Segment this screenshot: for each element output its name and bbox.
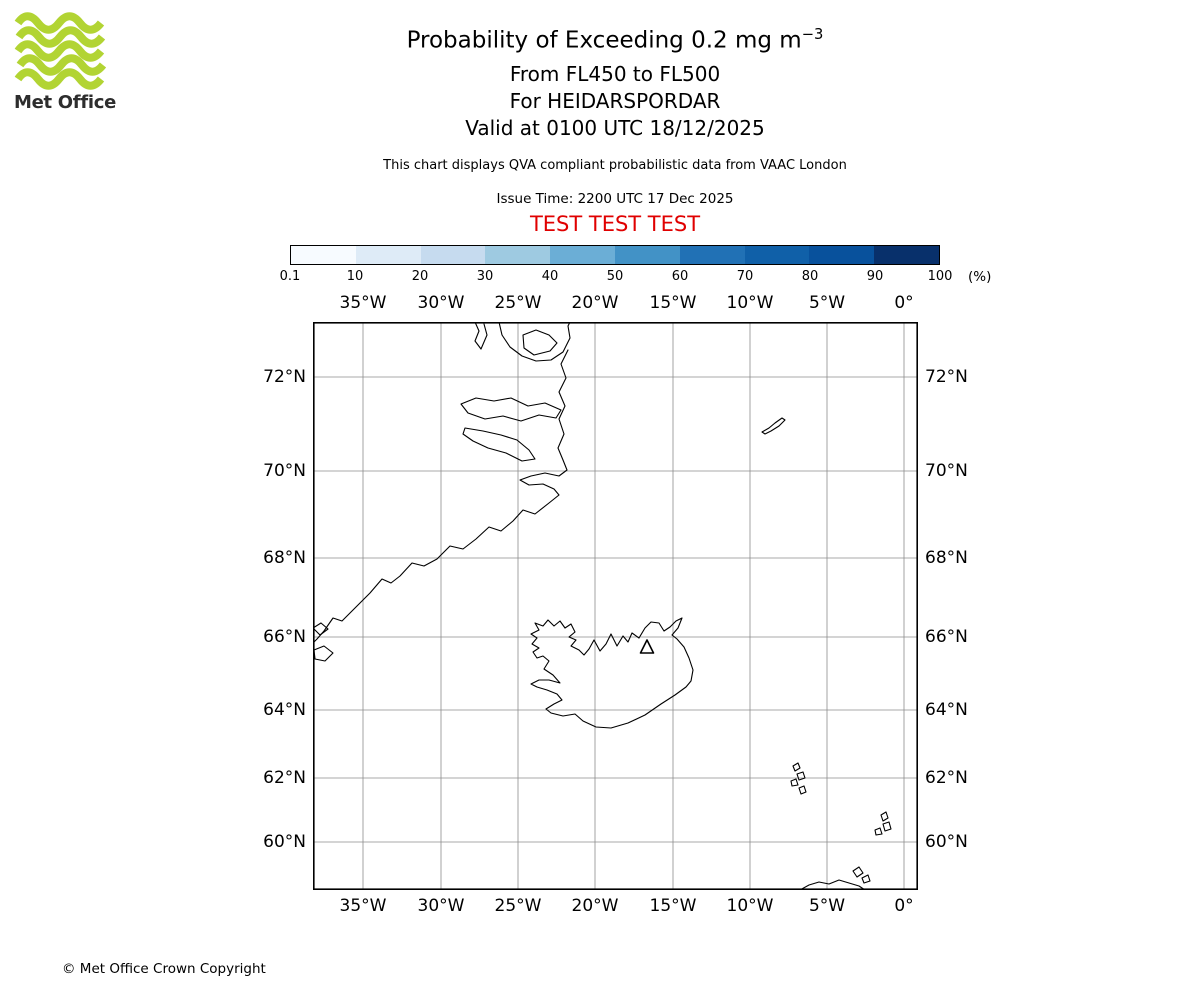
colorbar-segment <box>679 246 745 264</box>
lon-label-bottom: 30°W <box>417 896 465 916</box>
colorbar-unit-label: (%) <box>968 269 992 285</box>
lat-label-left: 64°N <box>263 700 306 720</box>
lat-label-right: 72°N <box>925 367 968 387</box>
colorbar-tick-label: 70 <box>736 269 754 284</box>
subtitle-flight-levels: From FL450 to FL500 <box>509 62 721 86</box>
copyright-text: © Met Office Crown Copyright <box>62 961 266 977</box>
map-border <box>313 322 919 891</box>
issue-time-text: Issue Time: 2200 UTC 17 Dec 2025 <box>496 191 734 207</box>
colorbar-segment <box>420 246 486 264</box>
lat-label-left: 60°N <box>263 832 306 852</box>
colorbar-segments <box>291 246 939 264</box>
volcano-marker <box>639 639 655 654</box>
map-panel <box>312 321 919 891</box>
chart-title: Probability of Exceeding 0.2 mg m−3 <box>30 26 1200 54</box>
title-exponent: −3 <box>801 26 824 43</box>
colorbar-tick-label: 60 <box>671 269 689 284</box>
colorbar-ticklabels: 0.1 10 20 30 40 50 60 70 80 90 100 <box>280 269 953 285</box>
lat-label-left: 72°N <box>263 367 306 387</box>
lon-label-bottom: 0° <box>894 896 914 916</box>
lon-label-bottom: 5°W <box>808 896 846 916</box>
lat-label-left: 68°N <box>263 548 306 568</box>
map-gridlines <box>313 322 918 890</box>
colorbar-tick-label: 100 <box>927 269 953 284</box>
faroe-islands <box>790 762 807 795</box>
lat-label-right: 60°N <box>925 832 968 852</box>
lat-label-right: 68°N <box>925 548 968 568</box>
lat-label-right: 62°N <box>925 768 968 788</box>
lon-label-top: 30°W <box>417 293 465 313</box>
qva-compliance-note: This chart displays QVA compliant probab… <box>383 158 847 173</box>
shetland-orkney-islands <box>852 811 892 884</box>
lon-label-bottom: 10°W <box>726 896 774 916</box>
map-svg <box>312 321 919 891</box>
lon-label-bottom: 20°W <box>571 896 619 916</box>
greenland-fjord-islands <box>312 329 562 662</box>
colorbar-tick-label: 0.1 <box>279 269 301 284</box>
lat-label-right: 64°N <box>925 700 968 720</box>
coastlines <box>312 321 892 891</box>
colorbar-tick-label: 30 <box>476 269 494 284</box>
colorbar-segment <box>809 246 875 264</box>
colorbar-segment <box>291 246 356 264</box>
colorbar-segment <box>355 246 421 264</box>
colorbar-tick-label: 50 <box>606 269 624 284</box>
iceland-coastline <box>530 617 694 729</box>
scotland-coastline <box>799 879 866 891</box>
logo-brand-text: Met Office <box>14 92 117 113</box>
lon-label-bottom: 15°W <box>649 896 697 916</box>
colorbar-segment <box>614 246 680 264</box>
test-banner: TEST TEST TEST <box>529 212 701 236</box>
colorbar-tick-label: 90 <box>866 269 884 284</box>
logo-waves-icon <box>14 12 107 90</box>
lat-label-left: 62°N <box>263 768 306 788</box>
colorbar <box>290 245 940 265</box>
lat-label-right: 70°N <box>925 461 968 481</box>
lon-label-bottom: 25°W <box>494 896 542 916</box>
colorbar-tick-label: 80 <box>801 269 819 284</box>
lon-label-top: 20°W <box>571 293 619 313</box>
colorbar-segment <box>744 246 810 264</box>
lon-label-top: 0° <box>894 293 914 313</box>
colorbar-tick-label: 20 <box>411 269 429 284</box>
lat-label-left: 70°N <box>263 461 306 481</box>
subtitle-volcano-name: For HEIDARSPORDAR <box>509 89 721 113</box>
jan-mayen-island <box>761 417 786 435</box>
lon-label-top: 15°W <box>649 293 697 313</box>
lon-label-top: 10°W <box>726 293 774 313</box>
lon-label-top: 25°W <box>494 293 542 313</box>
chart-title-text: Probability of Exceeding 0.2 mg m <box>406 27 802 54</box>
colorbar-segment <box>550 246 615 264</box>
met-office-logo: Met Office <box>14 12 154 113</box>
colorbar-tick-label: 40 <box>541 269 559 284</box>
lon-label-top: 5°W <box>808 293 846 313</box>
lat-label-left: 66°N <box>263 627 306 647</box>
colorbar-segment <box>485 246 551 264</box>
subtitle-valid-time: Valid at 0100 UTC 18/12/2025 <box>465 116 765 140</box>
colorbar-tick-label: 10 <box>346 269 364 284</box>
lon-label-bottom: 35°W <box>339 896 387 916</box>
lat-label-right: 66°N <box>925 627 968 647</box>
greenland-coastline <box>312 321 571 644</box>
chart-subtitles: From FL450 to FL500 For HEIDARSPORDAR Va… <box>30 61 1200 142</box>
colorbar-segment <box>874 246 939 264</box>
lon-label-top: 35°W <box>339 293 387 313</box>
